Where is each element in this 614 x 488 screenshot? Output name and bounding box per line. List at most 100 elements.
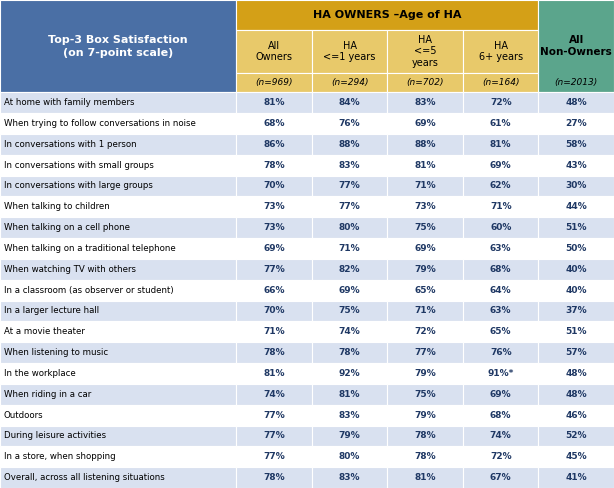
Text: 69%: 69% — [263, 244, 285, 253]
Text: 52%: 52% — [565, 431, 587, 441]
Text: 62%: 62% — [490, 182, 511, 190]
Text: 77%: 77% — [339, 203, 360, 211]
FancyBboxPatch shape — [387, 92, 463, 113]
FancyBboxPatch shape — [312, 196, 387, 217]
Text: All
Owners: All Owners — [255, 41, 293, 62]
FancyBboxPatch shape — [463, 342, 538, 363]
FancyBboxPatch shape — [463, 280, 538, 301]
FancyBboxPatch shape — [387, 176, 463, 196]
Text: 73%: 73% — [414, 203, 436, 211]
Text: (n=702): (n=702) — [406, 78, 444, 87]
Text: At a movie theater: At a movie theater — [4, 327, 85, 336]
FancyBboxPatch shape — [0, 467, 236, 488]
Text: 68%: 68% — [263, 119, 285, 128]
Text: In conversations with small groups: In conversations with small groups — [4, 161, 154, 170]
FancyBboxPatch shape — [387, 217, 463, 238]
FancyBboxPatch shape — [312, 134, 387, 155]
Text: When trying to follow conversations in noise: When trying to follow conversations in n… — [4, 119, 195, 128]
FancyBboxPatch shape — [236, 0, 538, 30]
FancyBboxPatch shape — [312, 176, 387, 196]
FancyBboxPatch shape — [312, 405, 387, 426]
Text: 27%: 27% — [565, 119, 587, 128]
Text: 57%: 57% — [565, 348, 587, 357]
FancyBboxPatch shape — [0, 301, 236, 322]
Text: 40%: 40% — [565, 265, 587, 274]
Text: (n=294): (n=294) — [331, 78, 368, 87]
Text: 61%: 61% — [490, 119, 511, 128]
Text: 63%: 63% — [490, 306, 511, 315]
FancyBboxPatch shape — [236, 363, 312, 384]
FancyBboxPatch shape — [312, 301, 387, 322]
Text: 69%: 69% — [414, 244, 436, 253]
Text: 74%: 74% — [339, 327, 360, 336]
FancyBboxPatch shape — [312, 363, 387, 384]
FancyBboxPatch shape — [236, 280, 312, 301]
FancyBboxPatch shape — [312, 30, 387, 73]
Text: When riding in a car: When riding in a car — [4, 390, 91, 399]
FancyBboxPatch shape — [538, 467, 614, 488]
FancyBboxPatch shape — [463, 134, 538, 155]
Text: 64%: 64% — [490, 285, 511, 295]
Text: 80%: 80% — [339, 452, 360, 461]
FancyBboxPatch shape — [236, 259, 312, 280]
FancyBboxPatch shape — [387, 301, 463, 322]
FancyBboxPatch shape — [0, 363, 236, 384]
FancyBboxPatch shape — [0, 92, 236, 113]
Text: 77%: 77% — [414, 348, 436, 357]
FancyBboxPatch shape — [312, 92, 387, 113]
FancyBboxPatch shape — [236, 113, 312, 134]
Text: 43%: 43% — [565, 161, 587, 170]
Text: 79%: 79% — [414, 265, 436, 274]
Text: 92%: 92% — [339, 369, 360, 378]
Text: 67%: 67% — [490, 473, 511, 482]
FancyBboxPatch shape — [0, 217, 236, 238]
FancyBboxPatch shape — [0, 113, 236, 134]
FancyBboxPatch shape — [387, 134, 463, 155]
Text: 48%: 48% — [565, 369, 587, 378]
FancyBboxPatch shape — [463, 426, 538, 447]
Text: (n=2013): (n=2013) — [554, 78, 598, 87]
FancyBboxPatch shape — [538, 384, 614, 405]
Text: In a classroom (as observer or student): In a classroom (as observer or student) — [4, 285, 173, 295]
FancyBboxPatch shape — [538, 196, 614, 217]
Text: 72%: 72% — [490, 98, 511, 107]
FancyBboxPatch shape — [463, 30, 538, 73]
FancyBboxPatch shape — [387, 30, 463, 73]
FancyBboxPatch shape — [387, 447, 463, 467]
FancyBboxPatch shape — [387, 280, 463, 301]
FancyBboxPatch shape — [387, 73, 463, 92]
Text: 81%: 81% — [263, 369, 285, 378]
Text: 48%: 48% — [565, 98, 587, 107]
FancyBboxPatch shape — [236, 155, 312, 176]
Text: At home with family members: At home with family members — [4, 98, 134, 107]
FancyBboxPatch shape — [0, 447, 236, 467]
Text: 71%: 71% — [414, 182, 436, 190]
Text: 88%: 88% — [339, 140, 360, 149]
FancyBboxPatch shape — [463, 217, 538, 238]
Text: When talking to children: When talking to children — [4, 203, 109, 211]
FancyBboxPatch shape — [0, 176, 236, 196]
Text: 76%: 76% — [339, 119, 360, 128]
Text: HA
<=1 years: HA <=1 years — [324, 41, 376, 62]
FancyBboxPatch shape — [538, 134, 614, 155]
FancyBboxPatch shape — [387, 426, 463, 447]
Text: 74%: 74% — [490, 431, 511, 441]
FancyBboxPatch shape — [463, 259, 538, 280]
Text: When watching TV with others: When watching TV with others — [4, 265, 136, 274]
FancyBboxPatch shape — [312, 73, 387, 92]
Text: 66%: 66% — [263, 285, 285, 295]
FancyBboxPatch shape — [312, 280, 387, 301]
FancyBboxPatch shape — [387, 322, 463, 342]
Text: 78%: 78% — [414, 431, 436, 441]
Text: 84%: 84% — [339, 98, 360, 107]
Text: 51%: 51% — [565, 327, 587, 336]
Text: 69%: 69% — [490, 390, 511, 399]
FancyBboxPatch shape — [236, 467, 312, 488]
Text: In conversations with large groups: In conversations with large groups — [4, 182, 152, 190]
Text: In a store, when shopping: In a store, when shopping — [4, 452, 115, 461]
FancyBboxPatch shape — [236, 405, 312, 426]
FancyBboxPatch shape — [463, 238, 538, 259]
Text: In the workplace: In the workplace — [4, 369, 76, 378]
Text: 44%: 44% — [565, 203, 587, 211]
Text: 72%: 72% — [414, 327, 436, 336]
